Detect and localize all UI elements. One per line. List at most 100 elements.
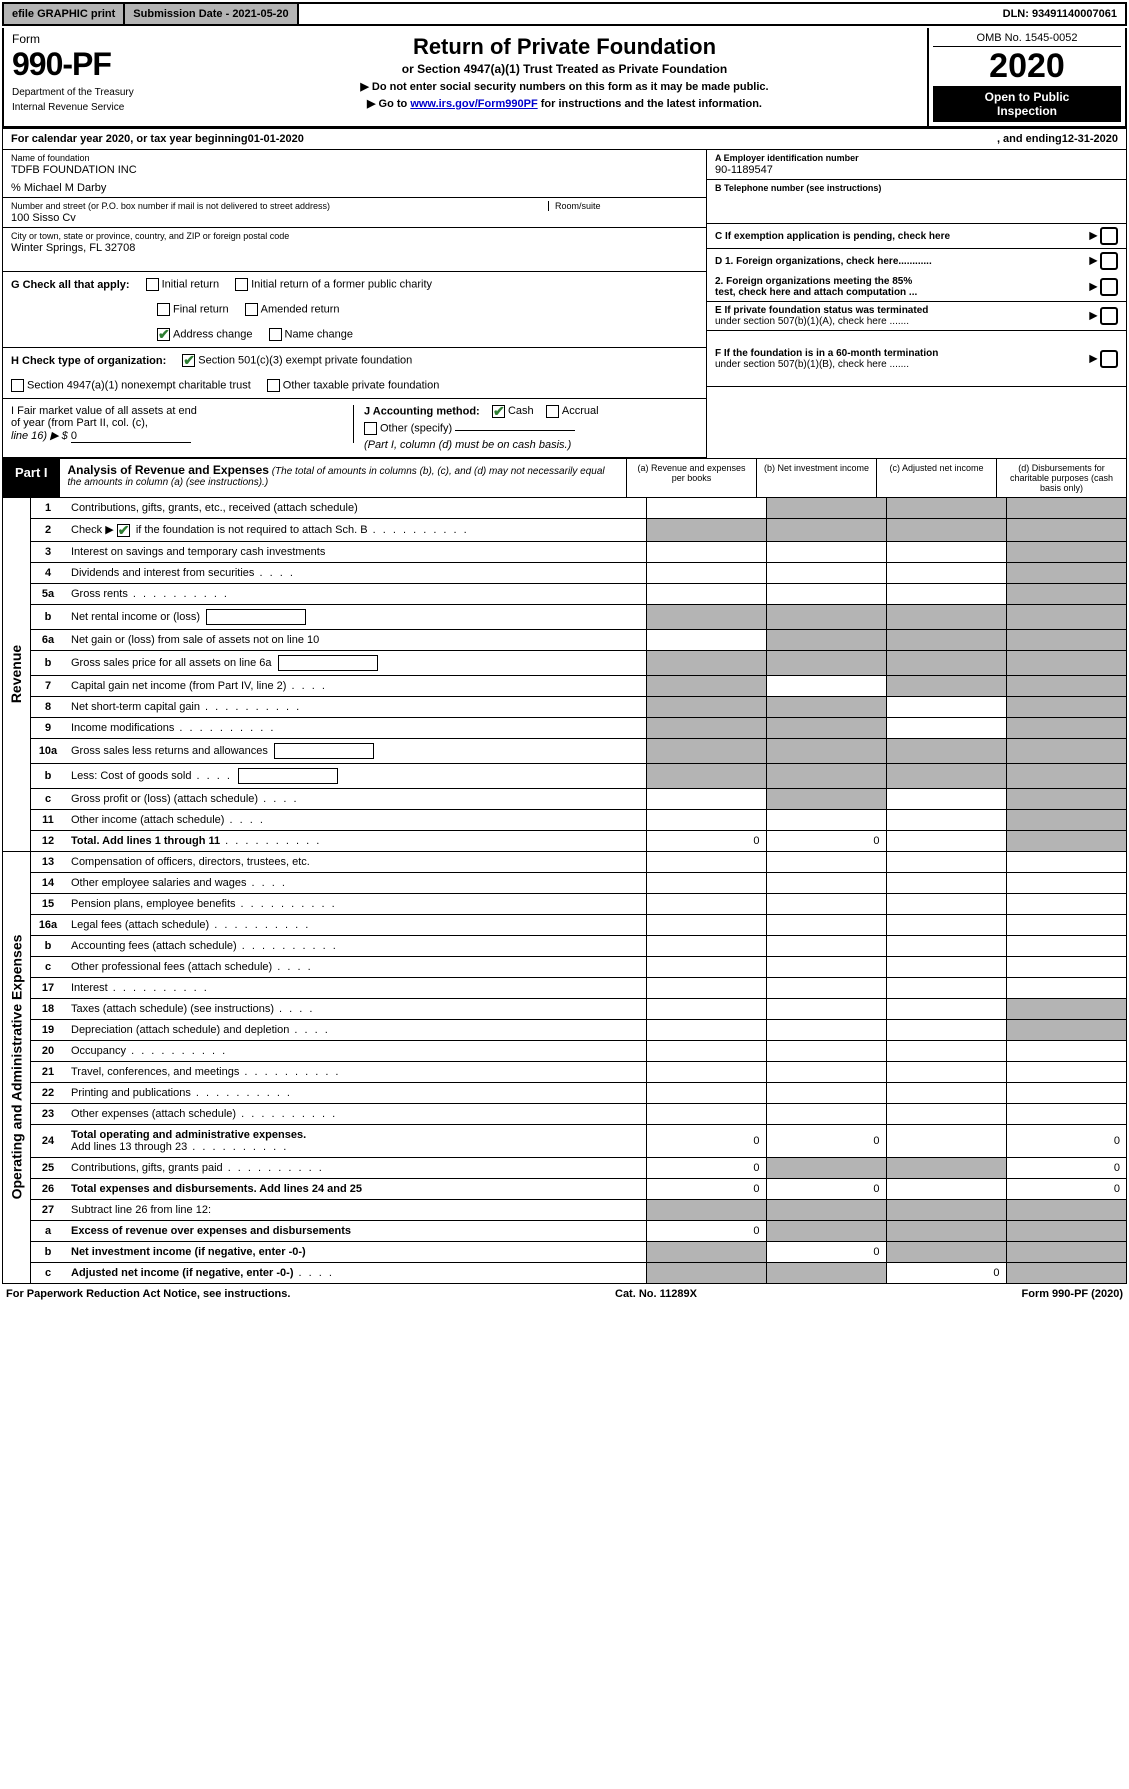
city-cell: City or town, state or province, country…: [3, 228, 706, 272]
g-label: G Check all that apply:: [11, 279, 130, 291]
checkbox-d1[interactable]: [1100, 252, 1118, 270]
i-label-1: I Fair market value of all assets at end: [11, 405, 345, 417]
i-label-2: of year (from Part II, col. (c),: [11, 417, 345, 429]
footer-paperwork: For Paperwork Reduction Act Notice, see …: [6, 1288, 290, 1300]
footer-catno: Cat. No. 11289X: [615, 1288, 697, 1300]
section-d2: 2. Foreign organizations meeting the 85%…: [707, 273, 1126, 302]
line-22: 22Printing and publications: [31, 1082, 1126, 1103]
checkbox-c[interactable]: [1100, 227, 1118, 245]
section-c: C If exemption application is pending, c…: [707, 224, 1126, 249]
checkbox-icon[interactable]: [269, 328, 282, 341]
instr-goto-post: for instructions and the latest informat…: [538, 98, 762, 110]
checkbox-e[interactable]: [1100, 307, 1118, 325]
checkbox-icon[interactable]: [267, 379, 280, 392]
section-j: J Accounting method: Cash Accrual Other …: [364, 405, 698, 451]
line-27b: bNet investment income (if negative, ent…: [31, 1241, 1126, 1262]
e-label-2: under section 507(b)(1)(A), check here .…: [715, 316, 909, 327]
city-state-zip: Winter Springs, FL 32708: [11, 242, 698, 254]
j-other[interactable]: Other (specify): [364, 422, 698, 435]
line-5a: 5aGross rents: [31, 583, 1126, 604]
room-suite-cell: Room/suite: [548, 201, 698, 211]
h-other-taxable[interactable]: Other taxable private foundation: [267, 379, 440, 392]
checkbox-icon[interactable]: [235, 278, 248, 291]
checkbox-icon[interactable]: [157, 303, 170, 316]
room-label: Room/suite: [555, 201, 698, 211]
line-10a: 10aGross sales less returns and allowanc…: [31, 738, 1126, 763]
revenue-table: 1Contributions, gifts, grants, etc., rec…: [31, 498, 1126, 851]
section-g: G Check all that apply: Initial return I…: [3, 272, 706, 348]
addr-label: Number and street (or P.O. box number if…: [11, 201, 538, 211]
checkbox-icon[interactable]: [546, 405, 559, 418]
g-name-change[interactable]: Name change: [269, 328, 354, 341]
checkbox-icon[interactable]: [245, 303, 258, 316]
care-of: % Michael M Darby: [11, 182, 698, 194]
line-7: 7Capital gain net income (from Part IV, …: [31, 675, 1126, 696]
page-footer: For Paperwork Reduction Act Notice, see …: [2, 1286, 1127, 1302]
l27b-b: 0: [766, 1241, 886, 1262]
f-label-2: under section 507(b)(1)(B), check here .…: [715, 359, 909, 370]
h-4947[interactable]: Section 4947(a)(1) nonexempt charitable …: [11, 379, 251, 392]
line-27a: aExcess of revenue over expenses and dis…: [31, 1220, 1126, 1241]
l24-a: 0: [646, 1124, 766, 1157]
g-initial-former[interactable]: Initial return of a former public charit…: [235, 278, 432, 291]
checkbox-checked-icon[interactable]: [157, 328, 170, 341]
line-10c: cGross profit or (loss) (attach schedule…: [31, 788, 1126, 809]
section-f: F If the foundation is in a 60-month ter…: [707, 331, 1126, 387]
inline-input[interactable]: [206, 609, 306, 625]
submission-date: Submission Date - 2021-05-20: [125, 4, 298, 24]
g-amended-return[interactable]: Amended return: [245, 303, 340, 316]
inline-input[interactable]: [274, 743, 374, 759]
section-e: E If private foundation status was termi…: [707, 302, 1126, 331]
dept-irs: Internal Revenue Service: [12, 102, 194, 113]
h-501c3[interactable]: Section 501(c)(3) exempt private foundat…: [182, 354, 412, 367]
line-26: 26Total expenses and disbursements. Add …: [31, 1178, 1126, 1199]
inline-input[interactable]: [238, 768, 338, 784]
arrow-icon: ▶: [1090, 282, 1098, 293]
j-label: J Accounting method:: [364, 405, 480, 417]
l26-b: 0: [766, 1178, 886, 1199]
open-public-2: Inspection: [935, 104, 1119, 118]
opex-table: 13Compensation of officers, directors, t…: [31, 852, 1126, 1283]
section-i: I Fair market value of all assets at end…: [11, 405, 354, 443]
form-title: Return of Private Foundation: [212, 34, 917, 60]
cal-prefix: For calendar year 2020, or tax year begi…: [11, 133, 248, 145]
checkbox-icon[interactable]: [146, 278, 159, 291]
irs-link[interactable]: www.irs.gov/Form990PF: [410, 98, 537, 110]
inline-input[interactable]: [278, 655, 378, 671]
l26-d: 0: [1006, 1178, 1126, 1199]
checkbox-sch-b[interactable]: [117, 524, 130, 537]
checkbox-icon[interactable]: [364, 422, 377, 435]
line-24: 24Total operating and administrative exp…: [31, 1124, 1126, 1157]
j-cash[interactable]: Cash: [492, 405, 534, 417]
line-25: 25Contributions, gifts, grants paid00: [31, 1157, 1126, 1178]
l27c-c: 0: [886, 1262, 1006, 1283]
checkbox-f[interactable]: [1100, 350, 1118, 368]
j-other-input[interactable]: [455, 430, 575, 431]
efile-badge[interactable]: efile GRAPHIC print: [4, 4, 125, 24]
g-final-return[interactable]: Final return: [157, 303, 229, 316]
line-16a: 16aLegal fees (attach schedule): [31, 914, 1126, 935]
dept-treasury: Department of the Treasury: [12, 87, 194, 98]
l12-a: 0: [646, 830, 766, 851]
d1-label: D 1. Foreign organizations, check here..…: [715, 256, 932, 267]
checkbox-checked-icon[interactable]: [182, 354, 195, 367]
checkbox-d2[interactable]: [1100, 278, 1118, 296]
checkbox-checked-icon[interactable]: [492, 405, 505, 418]
g-initial-return[interactable]: Initial return: [146, 278, 219, 291]
j-accrual[interactable]: Accrual: [546, 405, 599, 417]
line-19: 19Depreciation (attach schedule) and dep…: [31, 1019, 1126, 1040]
d2-label-a: 2. Foreign organizations meeting the 85%: [715, 276, 912, 287]
tax-year: 2020: [933, 47, 1121, 86]
col-b-head: (b) Net investment income: [756, 459, 876, 497]
line-6a: 6aNet gain or (loss) from sale of assets…: [31, 629, 1126, 650]
phone-cell: B Telephone number (see instructions): [707, 180, 1126, 224]
section-h: H Check type of organization: Section 50…: [3, 348, 706, 399]
line-16c: cOther professional fees (attach schedul…: [31, 956, 1126, 977]
checkbox-icon[interactable]: [11, 379, 24, 392]
info-right-col: A Employer identification number 90-1189…: [706, 150, 1126, 458]
g-address-change[interactable]: Address change: [157, 328, 253, 341]
l12-b: 0: [766, 830, 886, 851]
l25-d: 0: [1006, 1157, 1126, 1178]
line-23: 23Other expenses (attach schedule): [31, 1103, 1126, 1124]
line-3: 3Interest on savings and temporary cash …: [31, 541, 1126, 562]
